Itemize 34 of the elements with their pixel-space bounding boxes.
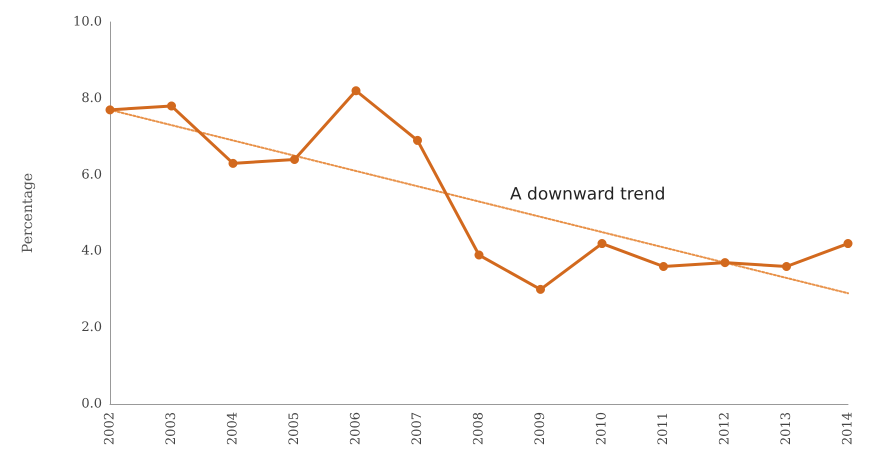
- y-tick-label: 4.0: [81, 244, 102, 259]
- point: [474, 250, 484, 260]
- annotation: A downward trend: [510, 184, 666, 204]
- x-tick-label: 2008: [472, 412, 486, 446]
- x-tick-label: 2005: [287, 412, 302, 446]
- point: [720, 258, 730, 268]
- x-tick-label: 2011: [656, 412, 671, 446]
- point: [290, 155, 299, 164]
- point: [106, 105, 114, 114]
- x-tick-label: 2014: [840, 412, 856, 446]
- x-tick-label: 2013: [779, 412, 794, 446]
- point: [598, 239, 606, 248]
- x-tick-label: 2010: [594, 412, 610, 446]
- point: [228, 158, 238, 168]
- x-tick-label: 2007: [410, 412, 425, 446]
- point: [844, 239, 852, 248]
- y-tick-label: 10.0: [73, 14, 102, 30]
- point: [536, 284, 545, 294]
- point: [167, 102, 176, 111]
- y-axis-title: Percentage: [20, 172, 36, 254]
- x-tick-label: 2004: [226, 412, 240, 446]
- point: [413, 136, 422, 145]
- x-tick-label: 2002: [102, 412, 118, 446]
- x-tick-label: 2006: [348, 412, 364, 446]
- x-tick-label: 2003: [164, 412, 179, 446]
- point: [352, 86, 360, 96]
- y-tick-label: 8.0: [81, 90, 102, 106]
- y-tick-label: 6.0: [81, 167, 102, 182]
- x-tick-label: 2009: [533, 412, 548, 446]
- point: [782, 262, 791, 271]
- point: [659, 262, 668, 271]
- y-tick-label: 0.0: [81, 396, 102, 412]
- y-tick-label: 2.0: [81, 320, 102, 336]
- x-tick-label: 2012: [718, 412, 732, 446]
